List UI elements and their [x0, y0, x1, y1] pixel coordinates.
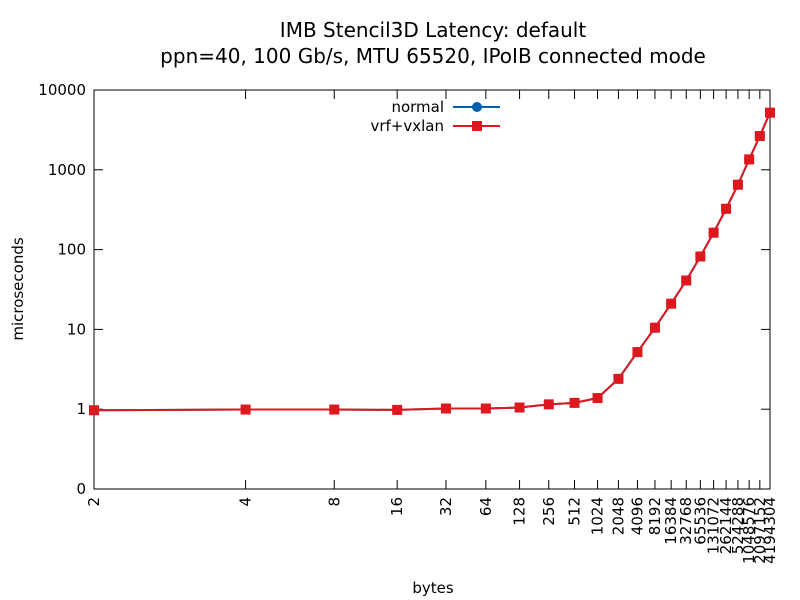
marker: [649, 322, 660, 333]
y-tick-label: 10: [67, 320, 86, 338]
chart-title: IMB Stencil3D Latency: default: [280, 18, 587, 42]
plot-border: [93, 89, 771, 490]
x-tick-label: 4096: [628, 497, 646, 535]
marker: [732, 179, 743, 190]
y-tick-label: 100: [57, 241, 86, 259]
x-tick-label: 2: [85, 497, 103, 507]
y-tick-label: 0: [76, 480, 86, 498]
x-tick-label: 128: [511, 497, 529, 526]
series-line: [93, 112, 771, 412]
y-tick-label: 1000: [48, 161, 86, 179]
marker: [569, 397, 580, 408]
marker: [514, 402, 525, 413]
x-tick-label: 256: [540, 497, 558, 526]
marker: [329, 404, 340, 415]
x-tick-label: 8192: [646, 497, 664, 535]
marker: [754, 131, 765, 142]
marker: [613, 373, 624, 384]
x-tick-label: 2048: [609, 497, 627, 535]
marker: [440, 403, 451, 414]
x-tick-label: 64: [477, 497, 495, 516]
x-tick-label: 2097152: [751, 497, 769, 564]
marker: [681, 275, 692, 286]
marker: [708, 227, 719, 238]
x-tick-label: 512: [566, 497, 584, 526]
x-tick-label: 32768: [677, 497, 695, 545]
x-tick-label: 131072: [705, 497, 723, 554]
x-tick-label: 524288: [729, 497, 747, 554]
marker: [543, 399, 554, 410]
marker: [240, 404, 251, 415]
y-tick-label: 10000: [38, 81, 86, 99]
x-tick-label: 16384: [662, 497, 680, 545]
legend-label: vrf+vxlan: [370, 117, 444, 135]
marker: [632, 347, 643, 358]
marker: [721, 203, 732, 214]
marker: [666, 298, 677, 309]
marker: [592, 393, 603, 404]
legend-label: normal: [391, 98, 444, 116]
x-tick-label: 16: [388, 497, 406, 516]
marker: [89, 405, 99, 416]
chart-subtitle: ppn=40, 100 Gb/s, MTU 65520, IPoIB conne…: [160, 44, 706, 68]
marker: [695, 251, 706, 262]
legend-marker: [472, 102, 482, 112]
x-tick-label: 65536: [691, 497, 709, 545]
x-tick-label: 1024: [589, 497, 607, 535]
marker: [480, 403, 491, 414]
y-axis-label: microseconds: [9, 237, 27, 341]
legend-marker: [472, 121, 482, 131]
y-tick-label: 1: [76, 400, 86, 418]
x-tick-label: 8: [325, 497, 343, 507]
x-tick-label: 32: [437, 497, 455, 516]
x-axis-label: bytes: [412, 579, 454, 597]
marker: [765, 107, 775, 118]
marker: [392, 404, 403, 415]
x-tick-label: 262144: [717, 497, 735, 554]
x-tick-label: 4194304: [761, 497, 779, 564]
marker: [744, 154, 755, 165]
series-line: [93, 112, 771, 412]
x-tick-label: 4: [237, 497, 255, 507]
x-tick-label: 1048576: [740, 497, 758, 564]
